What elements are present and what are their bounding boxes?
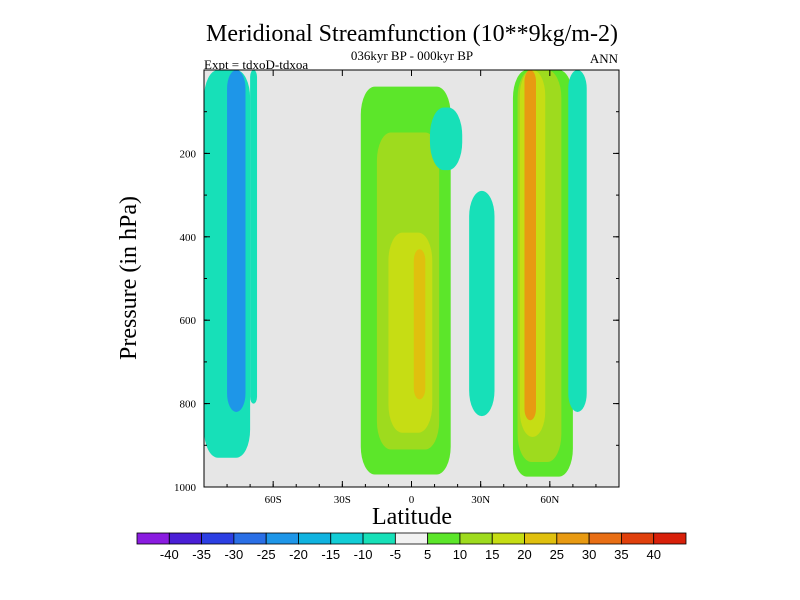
y-tick-label: 600 [180,315,197,327]
colorbar-swatch [298,532,332,545]
colorbar-label: 20 [517,547,531,562]
colorbar-swatch [459,532,493,545]
contour-region-2 [250,70,258,404]
contour-region-7 [429,107,463,171]
contour-fills [204,70,587,477]
colorbar-label: -15 [321,547,340,562]
contour-region-12 [524,70,536,421]
y-tick-label: 1000 [174,482,197,494]
colorbar-label: 35 [614,547,628,562]
colorbar-label: -10 [354,547,373,562]
colorbar-swatch [621,532,655,545]
contour-region-6 [413,249,426,400]
experiment-label: Expt = tdxoD-tdxoa [204,57,308,72]
contour-region-13 [568,70,587,412]
colorbar-label: -30 [224,547,243,562]
colorbar-swatch [556,532,590,545]
colorbar-label: -35 [192,547,211,562]
colorbar-label: -20 [289,547,308,562]
colorbar-swatch [136,532,170,545]
colorbar-swatch [168,532,202,545]
y-tick-label: 400 [180,232,197,244]
contour-region-8 [469,190,495,417]
colorbar-swatch [201,532,235,545]
colorbar-swatch [265,532,299,545]
x-tick-label: 0 [409,494,415,506]
colorbar: -40 -35 -30 -25 -20 -15 -10 -5 5 10 15 20 25 30 35 40 [136,532,687,562]
plot-area: 60S 30S 0 30N 60N 200 400 600 800 1000 [174,69,620,506]
axis-ticks: 60S 30S 0 30N 60N 200 400 600 800 1000 [174,70,619,506]
colorbar-label: 5 [424,547,431,562]
colorbar-label: -40 [160,547,179,562]
contour-region-1 [227,70,246,412]
season-label: ANN [590,51,619,66]
colorbar-label: 15 [485,547,499,562]
colorbar-label: 10 [453,547,467,562]
colorbar-swatch [233,532,267,545]
colorbar-label: 25 [550,547,564,562]
colorbar-swatch [394,532,429,545]
colorbar-label: 30 [582,547,596,562]
colorbar-label: -5 [390,547,402,562]
colorbar-swatch [524,532,558,545]
y-axis-title: Pressure (in hPa) [116,196,142,360]
colorbar-swatch [491,532,525,545]
colorbar-swatch [653,532,687,545]
x-axis-title: Latitude [372,504,452,530]
chart-subtitle: 036kyr BP - 000kyr BP [351,48,473,63]
contour-region-5 [388,232,433,433]
y-tick-label: 200 [180,148,197,160]
colorbar-swatch [330,532,364,545]
x-tick-label: 30N [471,494,490,506]
x-tick-label: 60N [540,494,559,506]
chart-title: Meridional Streamfunction (10**9kg/m-2) [206,21,618,47]
colorbar-label: -25 [257,547,276,562]
y-tick-label: 800 [180,399,197,411]
colorbar-swatch [427,532,461,545]
colorbar-swatch [362,532,396,545]
colorbar-label: 40 [646,547,660,562]
x-tick-label: 60S [265,494,282,506]
colorbar-swatch [588,532,622,545]
x-tick-label: 30S [334,494,351,506]
